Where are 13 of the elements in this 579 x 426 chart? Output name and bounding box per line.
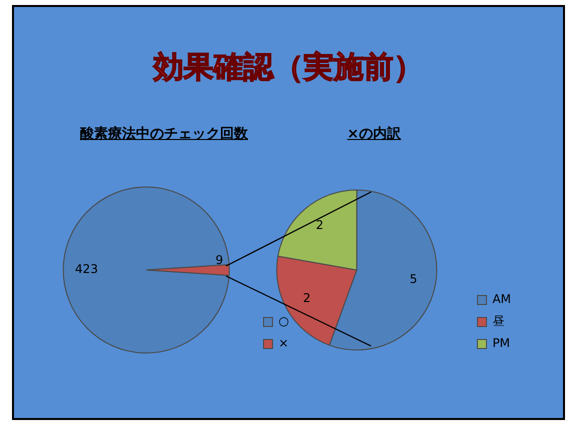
legend-label: × (278, 336, 289, 350)
data-label: 2 (316, 218, 324, 232)
data-label: 5 (410, 272, 418, 286)
legend-label: PM (492, 336, 510, 350)
chart-title: 効果確認（実施前） (152, 49, 424, 87)
data-label: 9 (215, 253, 224, 268)
legend-label: 昼 (492, 314, 504, 328)
data-label: 2 (303, 290, 311, 305)
chart-subtitle: 酸素療法中のチェック回数 (79, 125, 249, 143)
legend-label: AM (492, 292, 511, 306)
data-label: 423 (75, 262, 98, 276)
chart-title: ×の内訳 (346, 125, 402, 143)
legend-label: ○ (278, 314, 290, 328)
